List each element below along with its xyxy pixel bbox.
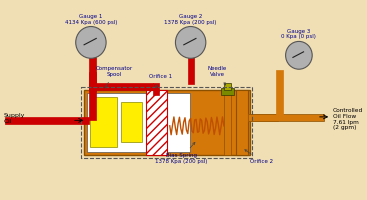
Text: Controlled
Oil Flow
7.61 lpm
(2 gpm): Controlled Oil Flow 7.61 lpm (2 gpm) — [333, 108, 363, 130]
Bar — [6, 117, 89, 124]
Text: Orifice 1: Orifice 1 — [149, 74, 172, 88]
Bar — [236, 90, 248, 155]
Text: Gauge 3
0 Kpa (0 psl): Gauge 3 0 Kpa (0 psl) — [281, 29, 316, 39]
Bar — [224, 83, 230, 90]
Bar — [87, 93, 190, 152]
Text: Compensator
Spool: Compensator Spool — [96, 66, 133, 88]
Bar — [276, 70, 283, 115]
Circle shape — [175, 27, 206, 58]
Bar — [224, 90, 232, 155]
Bar — [221, 88, 234, 95]
Text: Orifice 2: Orifice 2 — [245, 150, 273, 164]
Bar — [153, 83, 159, 95]
Bar — [188, 57, 195, 84]
Bar — [146, 90, 167, 155]
Bar — [81, 87, 252, 158]
Text: Supply
Oil: Supply Oil — [4, 113, 25, 124]
Bar — [90, 97, 117, 147]
Bar — [84, 90, 250, 155]
Circle shape — [286, 41, 312, 69]
Bar — [121, 102, 142, 142]
Text: Bias Spring
1378 Kpa (200 psl): Bias Spring 1378 Kpa (200 psl) — [155, 142, 207, 164]
Bar — [89, 83, 153, 90]
Text: Gauge 1
4134 Kpa (600 psl): Gauge 1 4134 Kpa (600 psl) — [65, 14, 117, 25]
Bar — [89, 57, 96, 91]
Text: Gauge 2
1378 Kpa (200 psl): Gauge 2 1378 Kpa (200 psl) — [164, 14, 217, 25]
Circle shape — [76, 27, 106, 58]
Bar — [248, 114, 278, 121]
Text: Needle
Valve: Needle Valve — [208, 66, 227, 85]
Bar — [248, 114, 324, 121]
Bar — [89, 72, 96, 120]
